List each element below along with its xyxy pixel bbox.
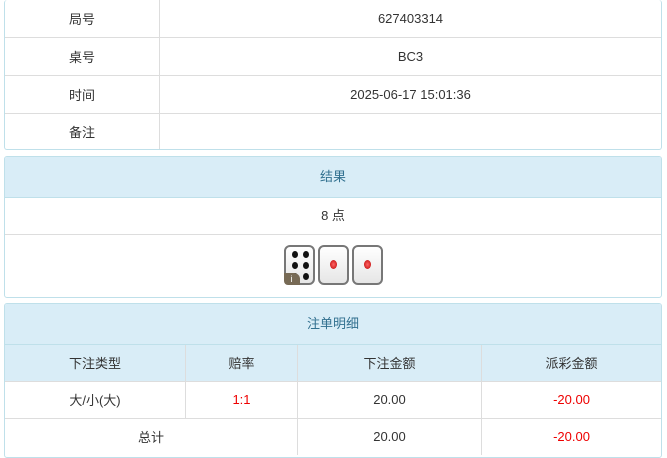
col-payout: 派彩金额 [481,345,661,382]
bet-details-panel: 注单明细 下注类型 赔率 下注金额 派彩金额 大/小(大) 1:1 20.00 … [4,303,662,458]
table-row: 大/小(大) 1:1 20.00 -20.00 [5,380,661,419]
pip [302,273,309,280]
total-payout: -20.00 [481,417,661,455]
bet-type: 大/小(大) [5,380,186,419]
col-odds: 赔率 [185,345,298,382]
label-table: 桌号 [5,36,160,76]
label-round: 局号 [5,0,160,38]
result-title: 结果 [5,157,661,198]
total-row: 总计 20.00 -20.00 [5,417,661,455]
pip [302,262,309,269]
die-1 [317,245,349,285]
pip [363,260,371,269]
total-label: 总计 [5,417,298,455]
bet-payout: -20.00 [481,380,661,419]
value-note [159,112,661,149]
bet-details-title: 注单明细 [5,304,661,345]
pip [291,251,298,258]
value-time: 2025-06-17 15:01:36 [159,74,661,114]
dice-row: i [5,235,661,285]
bet-amount: 20.00 [297,380,482,419]
die-1 [351,245,383,285]
result-panel: 结果 8 点 i [4,156,662,298]
pip [302,251,309,258]
info-icon[interactable]: i [283,273,300,285]
total-amount: 20.00 [297,417,482,455]
pip [291,262,298,269]
col-bet-type: 下注类型 [5,345,186,382]
pip [329,260,337,269]
result-points: 8 点 [5,198,661,235]
label-note: 备注 [5,112,160,149]
value-table: BC3 [159,36,661,76]
col-amount: 下注金额 [297,345,482,382]
value-round: 627403314 [159,0,661,38]
game-info-panel: 局号 627403314 桌号 BC3 时间 2025-06-17 15:01:36 … [4,0,662,150]
bet-odds: 1:1 [185,380,298,419]
die-6: i [283,245,315,285]
label-time: 时间 [5,74,160,114]
